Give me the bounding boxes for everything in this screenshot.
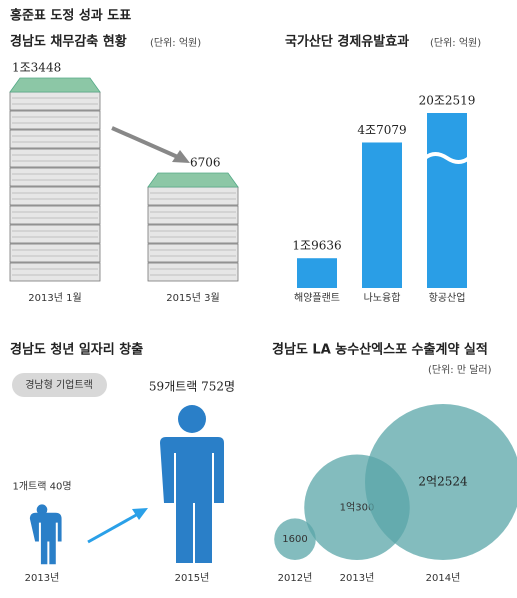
bill-layer <box>9 110 101 130</box>
value-label: 1600 <box>282 534 307 545</box>
chart-title: 국가산단 경제유발효과 <box>285 34 409 50</box>
bill-layer <box>147 224 239 244</box>
arrow <box>87 512 139 544</box>
person-head <box>36 504 48 516</box>
x-tick-label: 나노융합 <box>364 292 401 304</box>
x-tick-label: 항공산업 <box>429 291 466 304</box>
bill-layer <box>9 243 101 263</box>
chart-title: 경남도 채무감축 현황 <box>10 34 127 50</box>
bill-layer <box>9 91 101 111</box>
value-label: 1조9636 <box>292 239 341 253</box>
badge <box>12 373 107 397</box>
bill-layer <box>147 205 239 225</box>
x-tick-label: 2012년 <box>278 572 313 584</box>
value-label: 20조2519 <box>419 94 476 108</box>
bubble <box>365 404 517 560</box>
x-tick-label: 2013년 1월 <box>28 292 81 304</box>
bill-layer <box>147 186 239 206</box>
x-tick-label: 2014년 <box>426 572 461 584</box>
bill-layer <box>9 205 101 225</box>
person-body <box>160 437 224 563</box>
bill-layer <box>9 262 101 282</box>
person-head <box>178 405 206 433</box>
x-tick-label: 2013년 <box>340 572 375 584</box>
value-label: 1억300 <box>340 501 375 513</box>
person-body <box>29 512 62 565</box>
value-label: 59개트랙 752명 <box>149 380 235 394</box>
x-tick-label: 2015년 3월 <box>166 292 219 304</box>
value-label: 1조3448 <box>12 61 61 75</box>
bill-layer <box>9 186 101 206</box>
chart-title: 경남도 LA 농수산엑스포 수출계약 실적 <box>272 342 488 358</box>
bar <box>427 113 467 288</box>
money-stack <box>147 172 239 282</box>
x-tick-label: 해양플랜트 <box>294 291 340 304</box>
bill-layer <box>9 148 101 168</box>
bill-layer <box>147 262 239 282</box>
bill-layer <box>9 167 101 187</box>
value-label: 6706 <box>190 156 221 170</box>
arrow <box>111 126 181 160</box>
value-label: 4조7079 <box>357 123 406 137</box>
bill-layer <box>9 224 101 244</box>
axis-break <box>423 152 471 164</box>
bill-layer <box>9 129 101 149</box>
value-label: 1개트랙 40명 <box>12 480 71 492</box>
value-label: 2억2524 <box>418 475 468 489</box>
x-tick-label: 2015년 <box>175 572 210 584</box>
arrow-head <box>172 150 190 163</box>
badge-label: 경남형 기업트랙 <box>25 378 93 391</box>
bubble <box>274 518 316 560</box>
x-tick-label: 2013년 <box>25 572 60 584</box>
chart-subtitle: (단위: 억원) <box>430 36 481 49</box>
bill-face <box>147 172 239 188</box>
chart-subtitle: (단위: 만 달러) <box>428 363 492 376</box>
bill-layer <box>147 243 239 263</box>
main-title: 홍준표 도정 성과 도표 <box>10 8 131 24</box>
bar <box>297 258 337 288</box>
arrow-head <box>132 508 148 520</box>
chart-subtitle: (단위: 억원) <box>150 36 201 49</box>
person-icon <box>29 504 62 565</box>
chart-title: 경남도 청년 일자리 창출 <box>10 342 143 358</box>
person-icon <box>160 405 224 563</box>
bill-face <box>9 77 101 93</box>
money-stack <box>9 77 101 282</box>
bar <box>362 142 402 288</box>
